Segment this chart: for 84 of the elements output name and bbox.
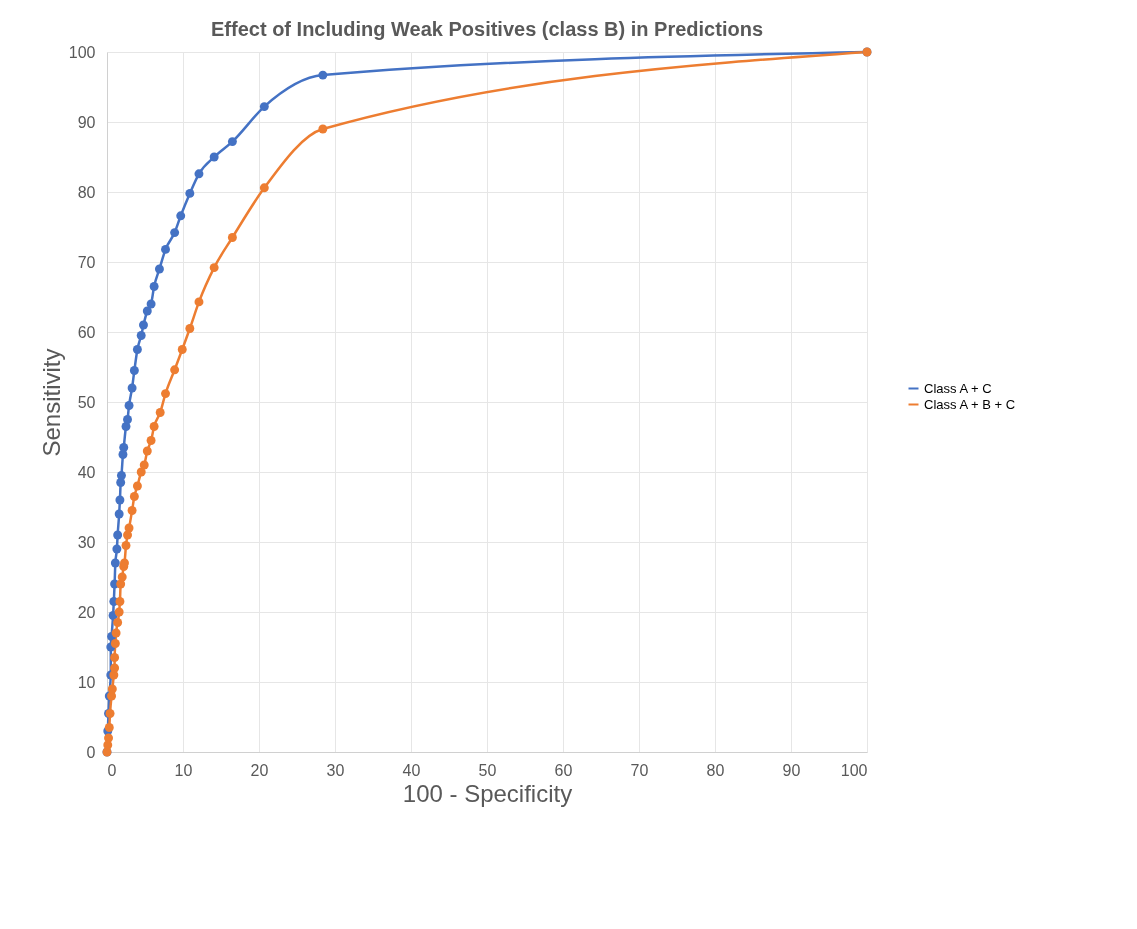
y-tick-label: 60 [77,323,96,341]
y-tick-label: 100 [68,43,96,61]
point [124,401,134,410]
x-tick-label: 20 [250,761,269,779]
point [114,509,124,519]
chart-title: Effect of Including Weak Positives (class B) in Predictions [211,18,763,40]
point [121,541,131,550]
x-tick-label: 80 [706,761,725,779]
y-tick-label: 30 [77,533,96,551]
point [129,492,139,501]
point [318,124,328,134]
point [104,733,113,743]
point [136,331,146,340]
point [149,422,159,431]
x-axis-title: 100 - Specificity [402,779,573,807]
point [112,544,122,554]
point [318,70,328,80]
point [259,183,269,193]
point [110,653,120,662]
point [127,506,137,515]
y-tick-label: 0 [86,743,96,761]
point [177,345,187,354]
y-tick-label: 40 [77,463,96,481]
point [139,460,149,470]
point [132,345,142,354]
point [110,558,120,568]
x-tick-label: 40 [402,761,421,779]
point [146,299,156,309]
point [132,481,142,491]
legend-label: Class A + C [924,380,992,396]
point [129,366,139,375]
point [104,723,114,732]
point [146,436,156,445]
x-tick-label: 50 [478,761,497,779]
point [176,211,186,221]
point [194,297,204,307]
point [116,471,126,480]
point [161,244,170,254]
point [259,102,269,112]
point [185,188,195,198]
point [154,264,164,274]
y-axis-title: Sensitivity [37,348,65,457]
point [139,320,148,330]
point [113,530,123,540]
point [111,628,121,638]
point [149,282,159,291]
x-tick-label: 0 [107,761,117,779]
point [110,663,120,673]
y-tick-label: 50 [77,393,96,411]
point [107,684,117,694]
y-tick-label: 90 [77,113,96,131]
point [194,169,204,179]
point [115,597,125,606]
x-tick-label: 70 [630,761,649,779]
point [123,415,132,424]
point [170,228,180,238]
x-tick-label: 100 [840,761,868,779]
point [127,383,137,393]
point [113,618,123,627]
x-tick-label: 30 [326,761,345,779]
y-tick-label: 70 [77,253,96,271]
point [161,389,170,399]
point [185,324,195,333]
point [119,443,129,452]
point [155,408,165,417]
point [142,446,152,456]
point [116,579,126,589]
point [117,572,127,582]
point [209,152,219,162]
y-tick-label: 10 [77,673,96,691]
point [227,233,237,242]
point [209,263,219,273]
y-tick-label: 20 [77,603,96,621]
point [124,523,134,533]
point [115,495,125,505]
y-tick-label: 80 [77,183,96,201]
point [110,639,120,648]
point [114,607,124,617]
point [227,137,237,147]
x-tick-label: 60 [554,761,573,779]
legend-label: Class A + B + C [924,396,1016,412]
x-tick-label: 10 [174,761,193,779]
point [170,365,180,375]
x-tick-label: 90 [782,761,801,779]
